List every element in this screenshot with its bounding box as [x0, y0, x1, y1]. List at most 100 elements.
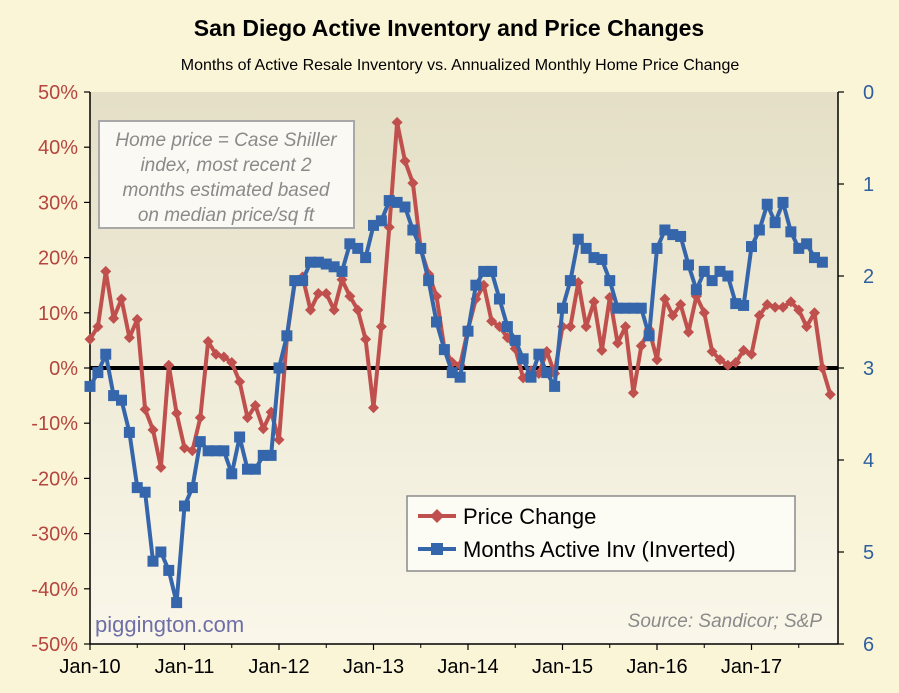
months-active-inv-point [793, 242, 805, 254]
months-active-inv-point [226, 468, 238, 480]
months-active-inv-point [706, 275, 718, 287]
months-active-inv-point [478, 265, 490, 277]
months-active-inv-point [533, 348, 545, 360]
legend-label: Months Active Inv (Inverted) [463, 537, 736, 562]
months-active-inv-point [620, 302, 631, 314]
months-active-inv-point [257, 449, 269, 461]
months-active-inv-point [375, 215, 387, 227]
months-active-inv-point [501, 321, 513, 333]
months-active-inv-point [667, 229, 679, 241]
months-active-inv-point [305, 256, 316, 268]
months-active-inv-point [431, 316, 442, 328]
months-active-inv-point [627, 302, 639, 314]
x-tick-label: Jan-11 [155, 656, 215, 678]
price-change-point [202, 336, 214, 348]
annotation-line: on median price/sq ft [138, 205, 315, 226]
months-active-inv-point [801, 238, 813, 250]
price-change-point [360, 333, 372, 345]
left-tick-label: -50% [31, 634, 78, 656]
months-active-inv-point [116, 394, 127, 406]
months-active-inv-point [415, 242, 427, 254]
months-active-inv-point [753, 224, 765, 236]
price-change-point [738, 344, 750, 356]
months-active-inv-point [738, 299, 750, 311]
months-active-inv-point [171, 597, 183, 609]
price-change-point [801, 321, 813, 333]
months-active-inv-point [202, 445, 214, 457]
months-active-inv-point [242, 463, 253, 475]
left-tick-label: -40% [31, 579, 78, 601]
price-change-point [683, 326, 694, 338]
price-change-point [698, 307, 710, 319]
price-change-point [352, 304, 364, 316]
price-change-point [675, 299, 687, 311]
months-active-inv-point [163, 564, 175, 576]
left-tick-label: 10% [38, 303, 78, 325]
left-tick-label: 30% [38, 192, 78, 214]
price-change-point [793, 304, 805, 316]
annotation-text: Home price = Case Shiller index, most rec… [115, 130, 337, 226]
months-active-inv-point [785, 226, 797, 238]
months-active-inv-point [730, 298, 742, 310]
price-change-point [92, 321, 104, 333]
annotation-line: months estimated based [122, 180, 330, 201]
price-change-point [706, 345, 718, 357]
price-change-point [809, 307, 820, 319]
months-active-inv-point [683, 259, 694, 271]
x-tick-label: Jan-17 [721, 656, 782, 678]
right-tick-label: 5 [863, 542, 874, 564]
months-active-inv-point [84, 380, 96, 392]
months-active-inv-point [423, 275, 435, 287]
months-active-inv-point [816, 256, 828, 268]
months-active-inv-point [517, 353, 529, 365]
months-active-inv-point [604, 275, 616, 287]
annotation-line: index, most recent 2 [140, 155, 312, 176]
months-active-inv-point [218, 445, 230, 457]
x-tick-label: Jan-14 [437, 656, 498, 678]
price-change-point [242, 412, 253, 424]
months-active-inv-point [651, 242, 663, 254]
months-active-inv-point [281, 330, 293, 342]
months-active-inv-point [352, 242, 364, 254]
price-change-point [257, 423, 269, 435]
months-active-inv-point [722, 270, 734, 282]
right-tick-label: 6 [863, 634, 874, 656]
price-change-point [714, 354, 726, 366]
price-change-point [328, 304, 340, 316]
months-active-inv-point [470, 279, 482, 291]
months-active-inv-point [486, 265, 498, 277]
months-active-inv-point [494, 293, 505, 305]
months-active-inv-point [612, 302, 624, 314]
months-active-inv-point [123, 426, 135, 438]
months-active-inv-point [147, 555, 159, 567]
months-active-inv-point [746, 241, 757, 253]
right-tick-label: 0 [863, 82, 874, 104]
months-active-inv-point [462, 325, 474, 337]
price-change-point [84, 333, 96, 345]
months-active-inv-point [273, 362, 285, 374]
months-active-inv-point [761, 198, 773, 210]
price-change-point [312, 287, 324, 299]
months-active-inv-point [525, 371, 537, 383]
months-active-inv-point [210, 445, 222, 457]
months-active-inv-point [265, 449, 277, 461]
months-active-inv-point [690, 284, 702, 296]
months-active-inv-point [360, 252, 372, 264]
x-tick-label: Jan-15 [532, 656, 593, 678]
months-active-inv-point [643, 330, 655, 342]
left-tick-label: -30% [31, 524, 78, 546]
price-change-point [612, 337, 624, 349]
months-active-inv-point [234, 431, 246, 443]
months-active-inv-point [100, 348, 112, 360]
price-change-point [336, 274, 348, 286]
chart-title: San Diego Active Inventory and Price Cha… [194, 15, 704, 41]
months-active-inv-point [769, 217, 781, 229]
x-tick-label: Jan-16 [626, 656, 687, 678]
months-active-inv-point [541, 367, 553, 379]
price-change-point [375, 321, 387, 333]
price-change-point [399, 155, 411, 167]
months-active-inv-point [179, 500, 190, 512]
months-active-inv-point [659, 224, 671, 236]
price-change-point [785, 296, 797, 308]
